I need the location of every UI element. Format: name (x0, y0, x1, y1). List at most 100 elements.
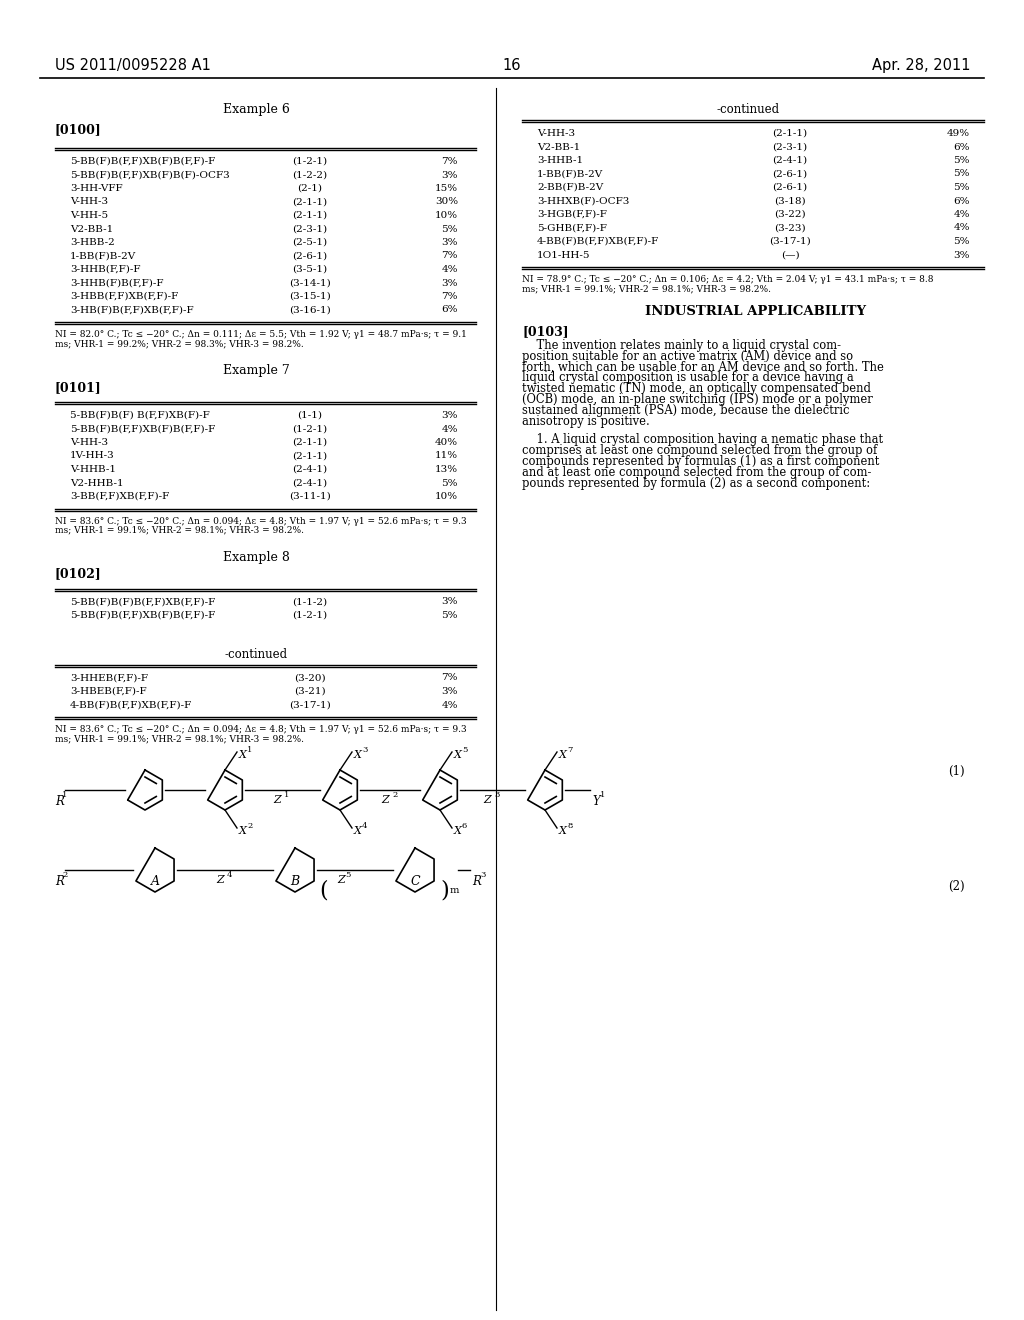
Text: V-HH-5: V-HH-5 (70, 211, 109, 220)
Text: (2-5-1): (2-5-1) (293, 238, 328, 247)
Text: 4%: 4% (441, 701, 458, 710)
Text: 6: 6 (462, 822, 467, 830)
Text: 5%: 5% (441, 224, 458, 234)
Text: 4%: 4% (441, 265, 458, 275)
Text: (2-6-1): (2-6-1) (772, 169, 808, 178)
Text: 5%: 5% (953, 156, 970, 165)
Text: 7%: 7% (441, 252, 458, 260)
Text: 3-HHB-1: 3-HHB-1 (537, 156, 583, 165)
Text: 4: 4 (362, 822, 368, 830)
Text: (: ( (319, 879, 328, 902)
Text: 4: 4 (227, 871, 232, 879)
Text: ms; VHR-1 = 99.1%; VHR-2 = 98.1%; VHR-3 = 98.2%.: ms; VHR-1 = 99.1%; VHR-2 = 98.1%; VHR-3 … (55, 734, 304, 743)
Text: [0102]: [0102] (55, 568, 101, 581)
Text: 4%: 4% (953, 210, 970, 219)
Text: (2-1-1): (2-1-1) (293, 451, 328, 461)
Text: R: R (55, 795, 63, 808)
Text: V2-BB-1: V2-BB-1 (70, 224, 114, 234)
Text: 7%: 7% (441, 673, 458, 682)
Text: 1: 1 (600, 791, 605, 799)
Text: 8: 8 (567, 822, 572, 830)
Text: 3-BB(F,F)XB(F,F)-F: 3-BB(F,F)XB(F,F)-F (70, 492, 169, 502)
Text: 7: 7 (567, 746, 572, 754)
Text: Z: Z (381, 795, 389, 805)
Text: 3-HHEB(F,F)-F: 3-HHEB(F,F)-F (70, 673, 148, 682)
Text: comprises at least one compound selected from the group of: comprises at least one compound selected… (522, 445, 878, 457)
Text: (1-1-2): (1-1-2) (293, 598, 328, 606)
Text: (3-15-1): (3-15-1) (289, 292, 331, 301)
Text: X: X (454, 826, 462, 836)
Text: 5: 5 (345, 871, 350, 879)
Text: Example 6: Example 6 (222, 103, 290, 116)
Text: 1O1-HH-5: 1O1-HH-5 (537, 251, 591, 260)
Text: 3%: 3% (953, 251, 970, 260)
Text: NI = 83.6° C.; Tc ≤ −20° C.; Δn = 0.094; Δε = 4.8; Vth = 1.97 V; γ1 = 52.6 mPa·s: NI = 83.6° C.; Tc ≤ −20° C.; Δn = 0.094;… (55, 516, 467, 525)
Text: 1: 1 (284, 791, 290, 799)
Text: 5: 5 (462, 746, 467, 754)
Text: Y: Y (592, 795, 600, 808)
Text: 2: 2 (62, 871, 68, 879)
Text: 49%: 49% (947, 129, 970, 139)
Text: (3-23): (3-23) (774, 223, 806, 232)
Text: m: m (450, 886, 460, 895)
Text: 3%: 3% (441, 279, 458, 288)
Text: C: C (411, 875, 420, 888)
Text: 5%: 5% (441, 611, 458, 620)
Text: (2-3-1): (2-3-1) (772, 143, 808, 152)
Text: The invention relates mainly to a liquid crystal com-: The invention relates mainly to a liquid… (522, 339, 841, 352)
Text: (3-11-1): (3-11-1) (289, 492, 331, 502)
Text: 4%: 4% (441, 425, 458, 433)
Text: 30%: 30% (435, 198, 458, 206)
Text: Z: Z (216, 875, 224, 884)
Text: 4-BB(F)B(F,F)XB(F,F)-F: 4-BB(F)B(F,F)XB(F,F)-F (537, 238, 659, 246)
Text: (2-3-1): (2-3-1) (293, 224, 328, 234)
Text: 5-BB(F)B(F,F)XB(F)B(F)-OCF3: 5-BB(F)B(F,F)XB(F)B(F)-OCF3 (70, 170, 229, 180)
Text: 3%: 3% (441, 170, 458, 180)
Text: Z: Z (273, 795, 281, 805)
Text: Z: Z (483, 795, 490, 805)
Text: 3%: 3% (441, 238, 458, 247)
Text: 2: 2 (247, 822, 252, 830)
Text: [0101]: [0101] (55, 381, 101, 393)
Text: liquid crystal composition is usable for a device having a: liquid crystal composition is usable for… (522, 371, 854, 384)
Text: (2-6-1): (2-6-1) (772, 183, 808, 191)
Text: (1-2-1): (1-2-1) (293, 611, 328, 620)
Text: R: R (55, 875, 63, 888)
Text: 1-BB(F)B-2V: 1-BB(F)B-2V (70, 252, 136, 260)
Text: (1): (1) (948, 766, 965, 777)
Text: ms; VHR-1 = 99.1%; VHR-2 = 98.1%; VHR-3 = 98.2%.: ms; VHR-1 = 99.1%; VHR-2 = 98.1%; VHR-3 … (522, 284, 771, 293)
Text: 5%: 5% (441, 479, 458, 487)
Text: 3-HBB-2: 3-HBB-2 (70, 238, 115, 247)
Text: 13%: 13% (435, 465, 458, 474)
Text: compounds represented by formulas (1) as a first component: compounds represented by formulas (1) as… (522, 455, 880, 469)
Text: ): ) (440, 879, 449, 902)
Text: 1: 1 (62, 791, 68, 799)
Text: [0103]: [0103] (522, 325, 568, 338)
Text: 1: 1 (247, 746, 252, 754)
Text: 3%: 3% (441, 686, 458, 696)
Text: NI = 82.0° C.; Tc ≤ −20° C.; Δn = 0.111; Δε = 5.5; Vth = 1.92 V; γ1 = 48.7 mPa·s: NI = 82.0° C.; Tc ≤ −20° C.; Δn = 0.111;… (55, 330, 467, 339)
Text: (3-20): (3-20) (294, 673, 326, 682)
Text: V2-BB-1: V2-BB-1 (537, 143, 581, 152)
Text: (2-1-1): (2-1-1) (772, 129, 808, 139)
Text: (3-16-1): (3-16-1) (289, 305, 331, 314)
Text: B: B (291, 875, 300, 888)
Text: (3-22): (3-22) (774, 210, 806, 219)
Text: 4%: 4% (953, 223, 970, 232)
Text: (2-6-1): (2-6-1) (293, 252, 328, 260)
Text: (3-14-1): (3-14-1) (289, 279, 331, 288)
Text: (3-18): (3-18) (774, 197, 806, 206)
Text: 6%: 6% (441, 305, 458, 314)
Text: NI = 83.6° C.; Tc ≤ −20° C.; Δn = 0.094; Δε = 4.8; Vth = 1.97 V; γ1 = 52.6 mPa·s: NI = 83.6° C.; Tc ≤ −20° C.; Δn = 0.094;… (55, 725, 467, 734)
Text: 3: 3 (480, 871, 485, 879)
Text: 3-HHB(F)B(F,F)-F: 3-HHB(F)B(F,F)-F (70, 279, 164, 288)
Text: -continued: -continued (717, 103, 779, 116)
Text: 2: 2 (392, 791, 397, 799)
Text: 15%: 15% (435, 183, 458, 193)
Text: V-HH-3: V-HH-3 (70, 198, 109, 206)
Text: 3-HBEB(F,F)-F: 3-HBEB(F,F)-F (70, 686, 146, 696)
Text: A: A (151, 875, 160, 888)
Text: 3%: 3% (441, 411, 458, 420)
Text: (2-1-1): (2-1-1) (293, 211, 328, 220)
Text: 5-BB(F)B(F,F)XB(F)B(F,F)-F: 5-BB(F)B(F,F)XB(F)B(F,F)-F (70, 425, 215, 433)
